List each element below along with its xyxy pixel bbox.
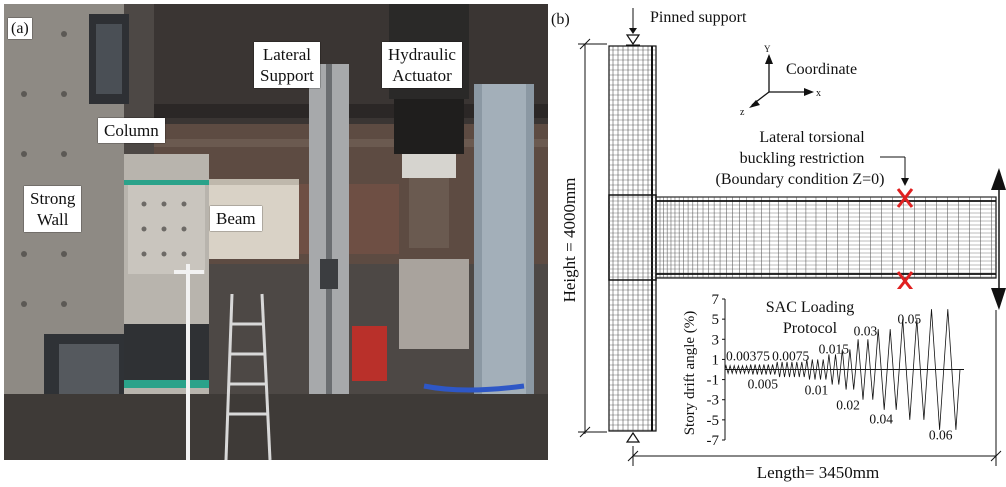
axis-x-label: x xyxy=(816,88,821,99)
coordinate-label: Coordinate xyxy=(786,61,857,78)
pinned-support-label: Pinned support xyxy=(650,9,747,26)
step-amplitude-label: 0.005 xyxy=(748,377,779,392)
column-label: Column xyxy=(98,118,165,143)
hydraulic-actuator-label-line-1: Hydraulic xyxy=(388,45,456,64)
step-amplitude-label: 0.05 xyxy=(897,312,921,327)
y-tick-label: -5 xyxy=(707,413,720,429)
loading-protocol-chart: 7 5 3 1 -1 -3 -5 -7 0.00375 0.005 0.0075 0.01 0.015… xyxy=(707,292,964,449)
restriction-note-line-1: Lateral torsional xyxy=(759,129,865,146)
beam-label: Beam xyxy=(210,206,262,231)
column-mesh xyxy=(608,45,657,432)
step-amplitude-label: 0.06 xyxy=(929,428,953,443)
y-tick-label: 5 xyxy=(712,312,720,328)
y-tick-label: -7 xyxy=(707,433,720,449)
protocol-series-line xyxy=(724,309,961,430)
step-amplitude-label: 0.01 xyxy=(805,383,829,398)
restriction-marker-bottom-icon xyxy=(896,271,914,291)
chart-y-axis-label: Story drift angle (%) xyxy=(682,311,698,436)
restriction-marker-top-icon xyxy=(896,188,914,208)
hydraulic-actuator-label-line-2: Actuator xyxy=(392,66,452,85)
lateral-support-label: Lateral Support xyxy=(254,42,320,88)
restriction-note-line-2: buckling restriction xyxy=(740,150,865,167)
load-arrow-icon xyxy=(991,168,1006,310)
restriction-pointer-icon xyxy=(880,156,909,186)
axis-y-label: Y xyxy=(764,44,771,54)
y-tick-label: 1 xyxy=(712,352,720,368)
beam-mesh xyxy=(608,194,997,281)
y-tick-label: -3 xyxy=(707,393,720,409)
panel-a-label: (a) xyxy=(8,18,32,39)
y-tick-label: 7 xyxy=(712,292,720,308)
length-label: Length= 3450mm xyxy=(757,463,879,482)
step-amplitude-label: 0.02 xyxy=(836,398,860,413)
chart-title-line-2: Protocol xyxy=(783,320,838,337)
step-amplitude-label: 0.0075 xyxy=(772,349,809,364)
test-setup-photo: (a) Column Strong Wall Beam Lateral Supp… xyxy=(4,4,548,460)
lateral-support-label-line-2: Support xyxy=(260,66,314,85)
lateral-support-label-line-1: Lateral xyxy=(262,45,311,64)
length-dimension xyxy=(627,310,1002,466)
strong-wall-label-line-1: Strong xyxy=(30,189,76,208)
pinned-support-top-icon xyxy=(625,8,641,46)
restriction-note-line-3: (Boundary condition Z=0) xyxy=(716,171,885,188)
height-label: Height = 4000mm xyxy=(560,178,579,303)
step-amplitude-label: 0.04 xyxy=(869,412,893,427)
strong-wall-label: Strong Wall xyxy=(24,186,82,232)
height-dimension xyxy=(578,38,607,438)
y-tick-label: -1 xyxy=(707,373,720,389)
step-amplitude-label: 0.03 xyxy=(854,324,878,339)
y-tick-label: 3 xyxy=(712,332,720,348)
chart-title-line-1: SAC Loading xyxy=(766,299,854,316)
hydraulic-actuator-label: Hydraulic Actuator xyxy=(382,42,462,88)
coordinate-axes-icon xyxy=(749,54,814,108)
panel-b-label: (b) xyxy=(551,11,570,28)
axis-z-label: z xyxy=(740,107,745,118)
step-amplitude-label: 0.015 xyxy=(819,342,850,357)
strong-wall-label-line-2: Wall xyxy=(36,210,69,229)
pinned-support-bottom-icon xyxy=(625,431,641,443)
step-amplitude-label: 0.00375 xyxy=(726,349,770,364)
